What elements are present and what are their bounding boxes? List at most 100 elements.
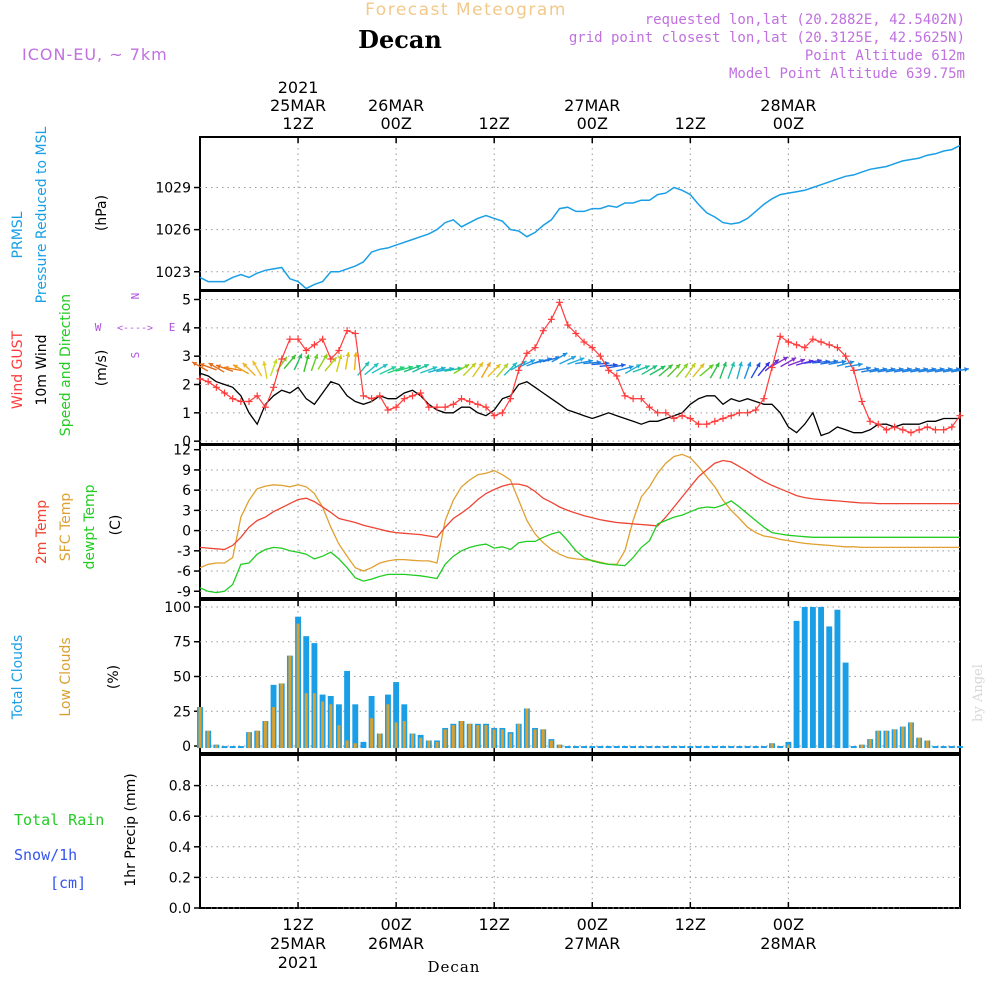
clouds-ytick-label: 0 xyxy=(182,739,191,755)
total-cloud-bar xyxy=(826,626,833,749)
wind-arrow-head xyxy=(262,361,267,366)
wind-gust-marker xyxy=(703,420,711,428)
wind-arrow-head xyxy=(305,354,310,360)
low-cloud-bar xyxy=(525,708,529,749)
low-cloud-bar xyxy=(280,683,284,749)
total-clouds-title: Total Clouds xyxy=(10,635,26,720)
low-cloud-bar xyxy=(206,730,210,749)
wind-direction-arrow xyxy=(624,363,642,375)
total-cloud-bar xyxy=(352,704,359,749)
wind-arrow-head xyxy=(297,353,303,359)
low-cloud-bar xyxy=(214,744,218,749)
low-cloud-bar xyxy=(288,655,292,749)
wind-arrow-head xyxy=(199,363,205,368)
bottom-time-label: 00Z xyxy=(577,915,608,934)
low-cloud-bar xyxy=(492,729,496,749)
wind-gust-marker xyxy=(253,392,261,400)
wind-arrow-head xyxy=(675,363,681,369)
wind-gust-marker xyxy=(940,426,948,434)
wind-gust-marker xyxy=(286,335,294,343)
wind-gust-marker xyxy=(319,335,327,343)
compass-north: N xyxy=(129,293,142,300)
wind-gust-marker xyxy=(850,366,858,374)
total-cloud-bar xyxy=(834,609,841,749)
top-time-label: 2021 xyxy=(278,78,319,97)
wind-gust-marker xyxy=(302,347,310,354)
wind-arrow-head xyxy=(660,365,666,371)
wind-ytick-label: 3 xyxy=(182,349,191,365)
wind-gust-marker xyxy=(515,366,523,374)
low-cloud-bar xyxy=(868,739,872,749)
wind-compass: W <----> E N S xyxy=(95,293,176,359)
wind-direction-arrow xyxy=(607,363,626,369)
precip-ylabel: 1hr Precip (mm) xyxy=(123,773,139,886)
clouds-ylabel: (%) xyxy=(106,665,122,689)
wind-arrow-head xyxy=(628,365,634,370)
wind-arrow-head xyxy=(192,362,198,367)
pressure-title-1: PRMSL xyxy=(10,211,26,258)
low-cloud-bar xyxy=(321,701,325,749)
wind-gust-marker xyxy=(744,409,752,417)
wind-gust-marker xyxy=(858,398,866,405)
total-cloud-bar xyxy=(572,746,579,749)
compass-west: W xyxy=(95,321,102,334)
wind-direction-arrow xyxy=(658,364,674,377)
wind-direction-arrow xyxy=(719,361,727,380)
wind-gust-marker xyxy=(245,398,253,405)
total-cloud-bar xyxy=(662,746,669,749)
wind-direction-arrow xyxy=(787,358,806,367)
wind-direction-arrow xyxy=(844,362,863,368)
low-cloud-bar xyxy=(312,693,316,749)
total-cloud-bar xyxy=(687,746,694,749)
wind-arrow-head xyxy=(964,367,969,372)
point-altitude: Point Altitude 612m xyxy=(805,48,965,64)
low-cloud-bar xyxy=(500,729,504,749)
precip-ytick-label: 0.0 xyxy=(169,901,191,917)
wind-gust-marker xyxy=(645,403,653,411)
wind-direction-arrow xyxy=(395,365,414,372)
precip-panel: 0.00.20.40.60.8 Total Rain Snow/1h [cm] … xyxy=(14,754,961,917)
wind-gust-marker xyxy=(572,330,580,337)
wind-direction-arrow xyxy=(215,364,234,372)
total-cloud-bar xyxy=(818,606,825,749)
model-label: ICON-EU, ~ 7km xyxy=(22,45,168,64)
wind-direction-arrow xyxy=(518,359,536,368)
wind-panel: 0 1 2 3 4 5 Wind GUST 10m Wind Speed and Dire… xyxy=(10,290,969,450)
wind-gust-marker xyxy=(392,403,400,411)
wind-gust-marker xyxy=(368,395,376,403)
wind-gust-marker xyxy=(891,423,899,431)
pressure-ytick-label: 1023 xyxy=(155,265,191,281)
top-time-label: 00Z xyxy=(380,114,411,133)
wind-arrow-head xyxy=(755,362,761,368)
wind-gust-marker xyxy=(637,395,645,403)
wind-arrow-head xyxy=(208,363,214,368)
wind-direction-arrow xyxy=(412,363,430,373)
wind-arrow-head xyxy=(667,364,673,370)
wind-gust-marker xyxy=(915,426,923,434)
wind-gust-marker xyxy=(229,395,237,403)
wind-gust-marker xyxy=(278,355,286,363)
low-cloud-bar xyxy=(345,740,349,749)
temperature-ytick-label: 3 xyxy=(182,503,191,519)
wind-direction-arrow xyxy=(757,361,771,377)
wind-arrow-head xyxy=(223,365,229,371)
top-time-label: 26MAR xyxy=(368,96,424,115)
wind-direction-arrow xyxy=(567,357,585,365)
wind-gust-marker xyxy=(204,378,212,386)
wind-gust-marker xyxy=(482,403,490,411)
wind-gust-marker xyxy=(678,412,686,420)
total-cloud-bar xyxy=(801,606,808,749)
precip-ytick-label: 0.4 xyxy=(169,840,191,856)
temperature-ytick-label: 6 xyxy=(182,483,191,499)
wind-gust-marker xyxy=(507,395,515,403)
wind-arrow-head xyxy=(382,364,388,369)
wind-arrow-head xyxy=(715,362,720,368)
wind-gust-marker xyxy=(588,344,596,352)
wind-arrow-head xyxy=(291,354,296,360)
wind-arrow-head xyxy=(764,362,770,367)
wind-arrow-head xyxy=(512,362,517,368)
wind-arrow-head xyxy=(774,359,779,365)
total-cloud-bar xyxy=(850,746,857,749)
